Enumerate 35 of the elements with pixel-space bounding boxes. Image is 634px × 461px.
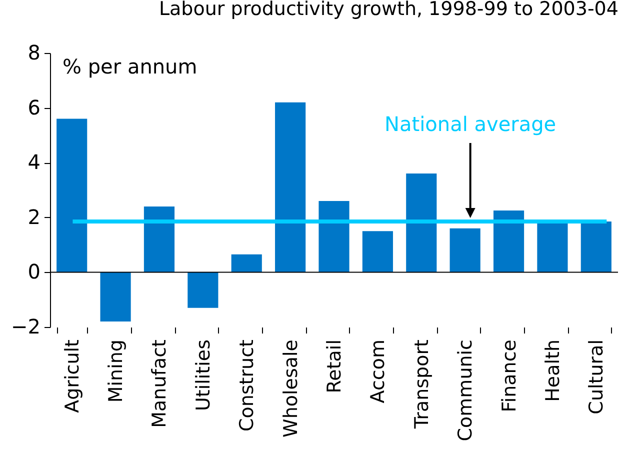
bar bbox=[188, 272, 218, 308]
y-tick-label: 6 bbox=[28, 95, 40, 120]
x-tick-label: Retail bbox=[324, 340, 346, 394]
ref-line-label: National average bbox=[384, 112, 556, 136]
bar bbox=[493, 210, 524, 272]
bar bbox=[580, 222, 612, 272]
x-tick-label: Utilities bbox=[192, 340, 214, 412]
x-tick-label: Agricult bbox=[61, 340, 84, 413]
bar bbox=[56, 118, 88, 272]
y-tick-label: −2 bbox=[11, 314, 40, 338]
x-tick-label: Communic bbox=[454, 340, 477, 442]
x-tick-label: Transport bbox=[410, 340, 433, 430]
x-tick-label: Health bbox=[542, 340, 564, 402]
y-tick-label: 2 bbox=[28, 204, 40, 229]
bar bbox=[275, 102, 306, 272]
y-tick-label: 8 bbox=[28, 40, 40, 64]
bar bbox=[231, 254, 262, 272]
y-axis-title: % per annum bbox=[62, 54, 198, 78]
x-tick-label: Wholesale bbox=[280, 340, 302, 438]
x-tick-label: Accom bbox=[367, 340, 390, 404]
x-tick-label: Cultural bbox=[586, 340, 608, 414]
x-tick-label: Manufact bbox=[148, 340, 171, 428]
bar bbox=[100, 272, 131, 322]
x-tick-label: Construct bbox=[236, 340, 258, 432]
bar bbox=[450, 228, 480, 272]
bar bbox=[144, 206, 175, 272]
bar bbox=[406, 174, 437, 272]
y-tick-label: 0 bbox=[28, 260, 40, 284]
chart-title: Labour productivity growth, 1998-99 to 2003-04 bbox=[158, 0, 618, 20]
bar bbox=[318, 200, 350, 272]
x-tick-label: Finance bbox=[498, 340, 520, 412]
y-tick-label: 4 bbox=[28, 150, 40, 174]
x-tick-label: Mining bbox=[105, 340, 128, 403]
bar bbox=[537, 222, 568, 272]
bar bbox=[362, 231, 393, 272]
